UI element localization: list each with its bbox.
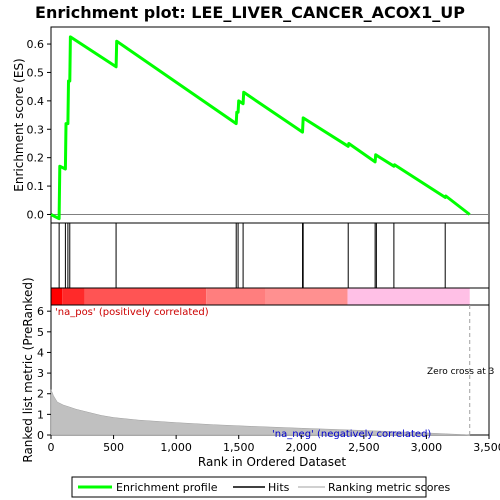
ranking-metric-area (50, 389, 470, 436)
es-y-tick-label: 0.1 (27, 180, 45, 193)
metric-y-tick-label: 1 (37, 408, 44, 421)
es-y-ticks: 0.0 0.1 0.2 0.3 0.4 0.5 0.6 (27, 38, 51, 221)
metric-y-ticks: 0 1 2 3 4 5 6 (37, 305, 51, 442)
x-tick-label: 2,500 (348, 441, 380, 454)
metric-y-tick-label: 0 (37, 429, 44, 442)
color-bar-segment (62, 288, 85, 305)
x-tick-label: 2,000 (286, 441, 318, 454)
metric-panel: 0 1 2 3 4 5 6 'na_pos' (positively correlated)… (21, 277, 494, 462)
es-y-tick-label: 0.0 (27, 208, 45, 221)
zero-cross-label: Zero cross at 3 (427, 367, 494, 377)
ranking-color-bar (50, 287, 490, 306)
es-y-tick-label: 0.5 (27, 66, 45, 79)
enrichment-profile-line (50, 35, 471, 221)
es-y-tick-label: 0.2 (27, 152, 45, 165)
metric-panel-frame (50, 304, 490, 436)
es-y-tick-label: 0.3 (27, 123, 45, 136)
color-bar-segment (84, 288, 207, 305)
legend: Enrichment profile Hits Ranking metric s… (71, 476, 450, 498)
metric-y-axis-label: Ranked list metric (PreRanked) (21, 277, 35, 462)
es-y-tick-label: 0.4 (27, 95, 45, 108)
hits-panel (50, 222, 490, 289)
metric-y-tick-label: 2 (37, 388, 44, 401)
na-pos-label: 'na_pos' (positively correlated) (55, 307, 209, 318)
metric-y-tick-label: 3 (37, 367, 44, 380)
x-tick-label: 0 (48, 441, 55, 454)
es-panel: 0.0 0.1 0.2 0.3 0.4 0.5 0.6 Enrichment score (… (12, 26, 490, 224)
x-tick-label: 3,000 (411, 441, 443, 454)
x-tick-label: 1,500 (223, 441, 255, 454)
x-tick-label: 500 (103, 441, 124, 454)
legend-label-hits: Hits (268, 481, 290, 494)
chart-title: Enrichment plot: LEE_LIVER_CANCER_ACOX1_… (35, 3, 465, 22)
hit-lines (58, 223, 446, 288)
legend-label-metric: Ranking metric scores (328, 481, 450, 494)
x-tick-label: 1,000 (160, 441, 192, 454)
metric-y-tick-label: 4 (37, 346, 44, 359)
color-bar-segment (51, 288, 63, 305)
color-bar-segment (264, 288, 348, 305)
na-neg-label: 'na_neg' (negatively correlated) (272, 429, 431, 440)
es-panel-frame (50, 26, 490, 224)
x-tick-label: 3,500 (473, 441, 500, 454)
x-axis-label: Rank in Ordered Dataset (198, 455, 346, 469)
metric-y-tick-label: 6 (37, 305, 44, 318)
x-axis-ticks: 0 500 1,000 1,500 2,000 2,500 3,000 3,500 (48, 435, 500, 454)
metric-y-tick-label: 5 (37, 326, 44, 339)
color-bar-segment (347, 288, 470, 305)
es-y-tick-label: 0.6 (27, 38, 45, 51)
es-y-axis-label: Enrichment score (ES) (12, 58, 26, 191)
hits-panel-frame (50, 222, 490, 289)
color-bar-segment (206, 288, 265, 305)
legend-label-profile: Enrichment profile (116, 481, 218, 494)
